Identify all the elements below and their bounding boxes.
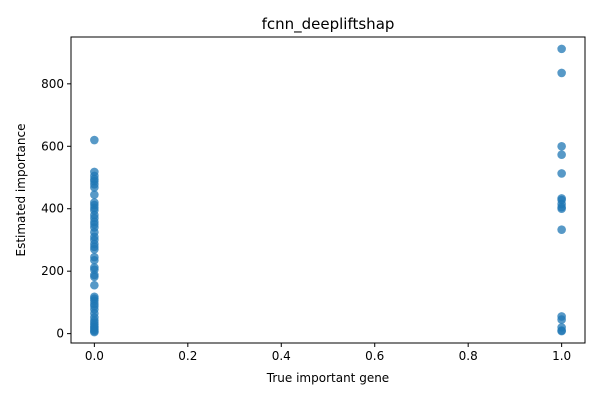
chart-title: fcnn_deepliftshap bbox=[262, 15, 395, 34]
data-point bbox=[557, 150, 566, 160]
x-tick-label: 0.8 bbox=[459, 349, 478, 363]
data-point bbox=[557, 169, 566, 178]
data-point bbox=[90, 255, 99, 265]
data-point bbox=[90, 245, 99, 254]
x-tick-label: 0.6 bbox=[365, 349, 384, 363]
points-layer bbox=[90, 44, 566, 337]
plot-frame bbox=[70, 36, 586, 344]
x-tick-label: 0.4 bbox=[272, 349, 291, 363]
data-point bbox=[90, 309, 99, 318]
data-point bbox=[90, 190, 99, 199]
data-point bbox=[557, 68, 566, 78]
data-point bbox=[90, 272, 99, 282]
data-point bbox=[557, 141, 566, 151]
x-axis-ticks: 0.0 0.2 0.4 0.6 0.8 1.0 bbox=[85, 343, 571, 363]
data-point bbox=[557, 44, 566, 54]
x-tick-label: 1.0 bbox=[552, 349, 571, 363]
data-point bbox=[90, 198, 99, 207]
data-point bbox=[90, 135, 99, 145]
y-tick-label: 0 bbox=[56, 327, 64, 341]
data-point bbox=[90, 183, 99, 192]
data-point bbox=[90, 327, 99, 337]
y-axis-label: Estimated importance bbox=[14, 124, 28, 257]
y-tick-label: 600 bbox=[41, 139, 64, 153]
data-point bbox=[90, 280, 99, 290]
data-point bbox=[557, 326, 566, 336]
data-point bbox=[90, 220, 99, 229]
data-point bbox=[557, 204, 566, 214]
y-axis-ticks: 0 200 400 600 800 bbox=[41, 77, 71, 341]
y-tick-label: 400 bbox=[41, 202, 64, 216]
x-tick-label: 0.0 bbox=[85, 349, 104, 363]
y-tick-label: 800 bbox=[41, 77, 64, 91]
x-axis-label: True important gene bbox=[266, 371, 389, 385]
data-point bbox=[557, 225, 566, 234]
data-point bbox=[557, 315, 566, 324]
y-tick-label: 200 bbox=[41, 264, 64, 278]
x-tick-label: 0.2 bbox=[178, 349, 197, 363]
